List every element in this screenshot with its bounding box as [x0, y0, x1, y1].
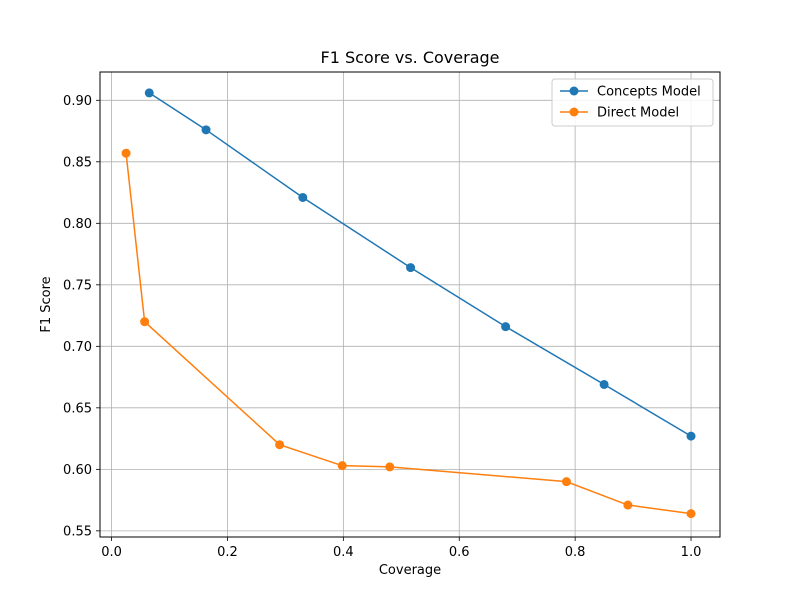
legend-item: Concepts Model	[560, 85, 701, 100]
data-point	[385, 462, 395, 472]
legend-item: Direct Model	[560, 106, 679, 121]
y-tick-label: 0.75	[63, 278, 92, 293]
data-point	[144, 88, 154, 98]
series-0	[144, 88, 696, 441]
y-tick-label: 0.80	[63, 217, 92, 232]
data-point	[121, 148, 131, 158]
x-tick-label: 0.4	[333, 545, 354, 560]
y-tick-label: 0.55	[63, 524, 92, 539]
y-axis-label: F1 Score	[39, 276, 54, 332]
x-tick-label: 1.0	[681, 545, 702, 560]
y-tick-label: 0.65	[63, 401, 92, 416]
x-tick-label: 0.0	[101, 545, 122, 560]
data-point	[686, 431, 696, 441]
x-tick-label: 0.2	[217, 545, 238, 560]
data-point	[298, 192, 308, 202]
y-tick-label: 0.60	[63, 463, 92, 478]
chart-title: F1 Score vs. Coverage	[321, 48, 500, 67]
y-tick-label: 0.85	[63, 155, 92, 170]
legend-box	[551, 78, 714, 127]
series-layer	[121, 88, 696, 519]
x-tick-label: 0.8	[565, 545, 586, 560]
plot-frame	[99, 71, 721, 538]
legend-marker	[569, 86, 579, 96]
legend: Concepts Model Direct Model	[551, 78, 714, 127]
x-tick-label: 0.6	[449, 545, 470, 560]
legend-label: Concepts Model	[597, 85, 701, 100]
data-point	[201, 125, 211, 135]
legend-marker	[569, 107, 579, 117]
y-tick-label: 0.70	[63, 340, 92, 355]
data-point	[501, 322, 511, 332]
data-point	[140, 317, 150, 327]
y-tick-label: 0.90	[63, 94, 92, 109]
data-point	[561, 477, 571, 487]
data-point	[275, 440, 285, 450]
legend-label: Direct Model	[597, 106, 679, 121]
series-1	[121, 148, 696, 519]
ticks: 0.0 0.2 0.4 0.6 0.8 1.0 0.55 0.60 0.65 0.70 0.75 0.…	[63, 94, 701, 560]
data-point	[686, 509, 696, 519]
grid	[100, 72, 720, 537]
data-point	[599, 379, 609, 389]
series-line	[125, 153, 692, 515]
data-point	[623, 500, 633, 510]
data-point	[337, 461, 347, 471]
data-point	[406, 263, 416, 273]
x-axis-label: Coverage	[379, 563, 441, 578]
